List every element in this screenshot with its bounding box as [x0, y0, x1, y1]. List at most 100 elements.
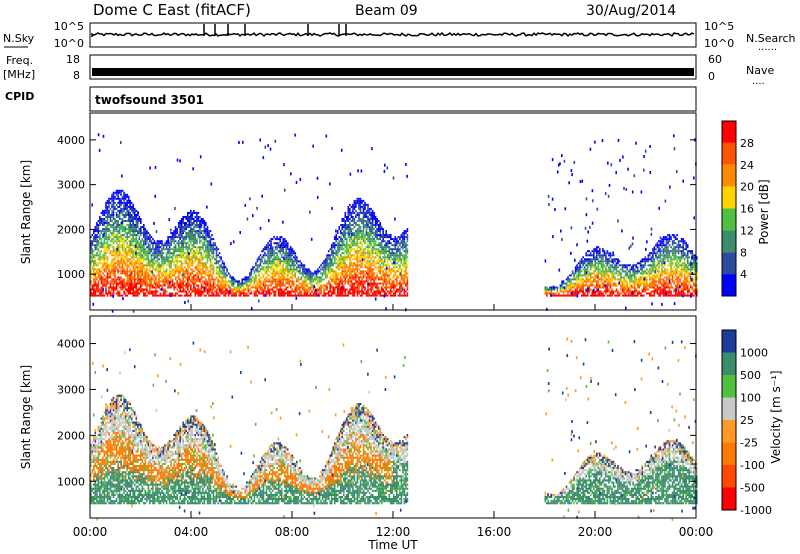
echo-cell: [205, 230, 207, 233]
echo-cell: [105, 220, 107, 222]
echo-cell: [277, 250, 280, 253]
echo-cell: [164, 282, 166, 285]
echo-cell: [144, 270, 147, 273]
echo-cell: [144, 258, 147, 261]
echo-cell: [129, 292, 131, 295]
echo-cell: [397, 242, 400, 245]
echo-cell: [382, 238, 384, 241]
echo-cell: [140, 248, 142, 251]
echo-cell: [115, 256, 118, 259]
echo-cell: [129, 290, 131, 293]
echo-cell: [394, 270, 397, 273]
echo-cell: [190, 288, 192, 291]
echo-cell: [96, 264, 98, 267]
echo-cell: [350, 240, 353, 243]
echo-cell: [96, 244, 98, 247]
echo-cell: [399, 274, 401, 277]
echo-cell: [355, 250, 357, 253]
echo-cell: [373, 294, 375, 297]
echo-cell: [282, 244, 284, 247]
echo-cell: [283, 242, 286, 245]
echo-cell: [349, 292, 351, 295]
echo-cell: [326, 272, 328, 275]
echo-cell: [137, 276, 139, 279]
echo-cell: [143, 230, 145, 233]
echo-cell: [341, 266, 344, 269]
echo-cell: [397, 282, 400, 285]
echo-cell: [359, 264, 362, 267]
echo-cell: [355, 274, 357, 277]
echo-cell: [153, 264, 156, 267]
echo-cell: [123, 252, 125, 255]
echo-cell: [358, 218, 360, 220]
echo-cell: [193, 276, 195, 279]
echo-cell: [120, 262, 122, 265]
echo-cell: [161, 256, 163, 259]
echo-cell: [341, 234, 344, 237]
echo-cell: [108, 282, 110, 285]
echo-cell: [268, 274, 271, 277]
echo-cell: [240, 284, 242, 287]
echo-cell: [179, 224, 181, 226]
echo-cell: [197, 246, 200, 249]
echo-cell: [187, 264, 189, 267]
echo-cell: [402, 232, 404, 235]
echo-cell: [323, 268, 325, 271]
echo-cell: [264, 260, 266, 263]
echo-cell: [386, 250, 389, 253]
echo-cell: [247, 294, 250, 297]
echo-cell: [93, 280, 95, 283]
echo-cell: [252, 280, 254, 283]
echo-cell: [341, 278, 344, 281]
echo-cell: [93, 286, 95, 289]
echo-cell: [182, 238, 184, 241]
echo-cell: [377, 282, 380, 285]
echo-cell: [296, 260, 298, 263]
echo-cell: [283, 272, 286, 275]
echo-cell: [353, 268, 356, 271]
echo-cell: [279, 294, 281, 297]
echo-cell: [365, 280, 368, 283]
echo-cell: [147, 244, 150, 247]
echo-cell: [303, 268, 306, 271]
echo-cell: [362, 254, 365, 257]
echo-cell: [121, 228, 124, 231]
echo-cell: [170, 244, 172, 247]
echo-cell: [90, 256, 92, 259]
echo-cell: [352, 290, 354, 293]
echo-cell: [200, 248, 203, 251]
echo-cell: [117, 262, 119, 265]
echo-cell: [127, 266, 130, 269]
echo-cell: [199, 252, 201, 255]
echo-cell: [250, 280, 253, 283]
echo-cell: [112, 195, 115, 198]
echo-cell: [333, 262, 336, 265]
echo-cell: [105, 252, 107, 255]
echo-cell: [286, 266, 289, 269]
echo-cell: [109, 214, 112, 216]
echo-cell: [208, 270, 210, 273]
echo-cell: [103, 258, 106, 261]
echo-cell: [211, 276, 213, 279]
echo-cell: [288, 278, 291, 281]
echo-cell: [286, 280, 289, 283]
echo-cell: [379, 252, 381, 255]
echo-cell: [123, 234, 125, 237]
echo-cell: [294, 260, 297, 263]
echo-cell: [130, 240, 133, 243]
echo-cell: [279, 246, 281, 249]
echo-cell: [171, 238, 174, 241]
echo-cell: [97, 240, 100, 243]
echo-cell: [193, 290, 195, 293]
echo-cell: [327, 272, 330, 275]
echo-cell: [344, 288, 347, 291]
echo-cell: [133, 284, 136, 287]
echo-cell: [124, 274, 127, 277]
echo-cell: [90, 292, 92, 295]
echo-cell: [91, 256, 94, 259]
echo-cell: [367, 270, 369, 273]
echo-cell: [268, 252, 271, 255]
noise-trace-line: [91, 31, 695, 38]
echo-cell: [174, 260, 177, 263]
echo-cell: [238, 282, 241, 285]
